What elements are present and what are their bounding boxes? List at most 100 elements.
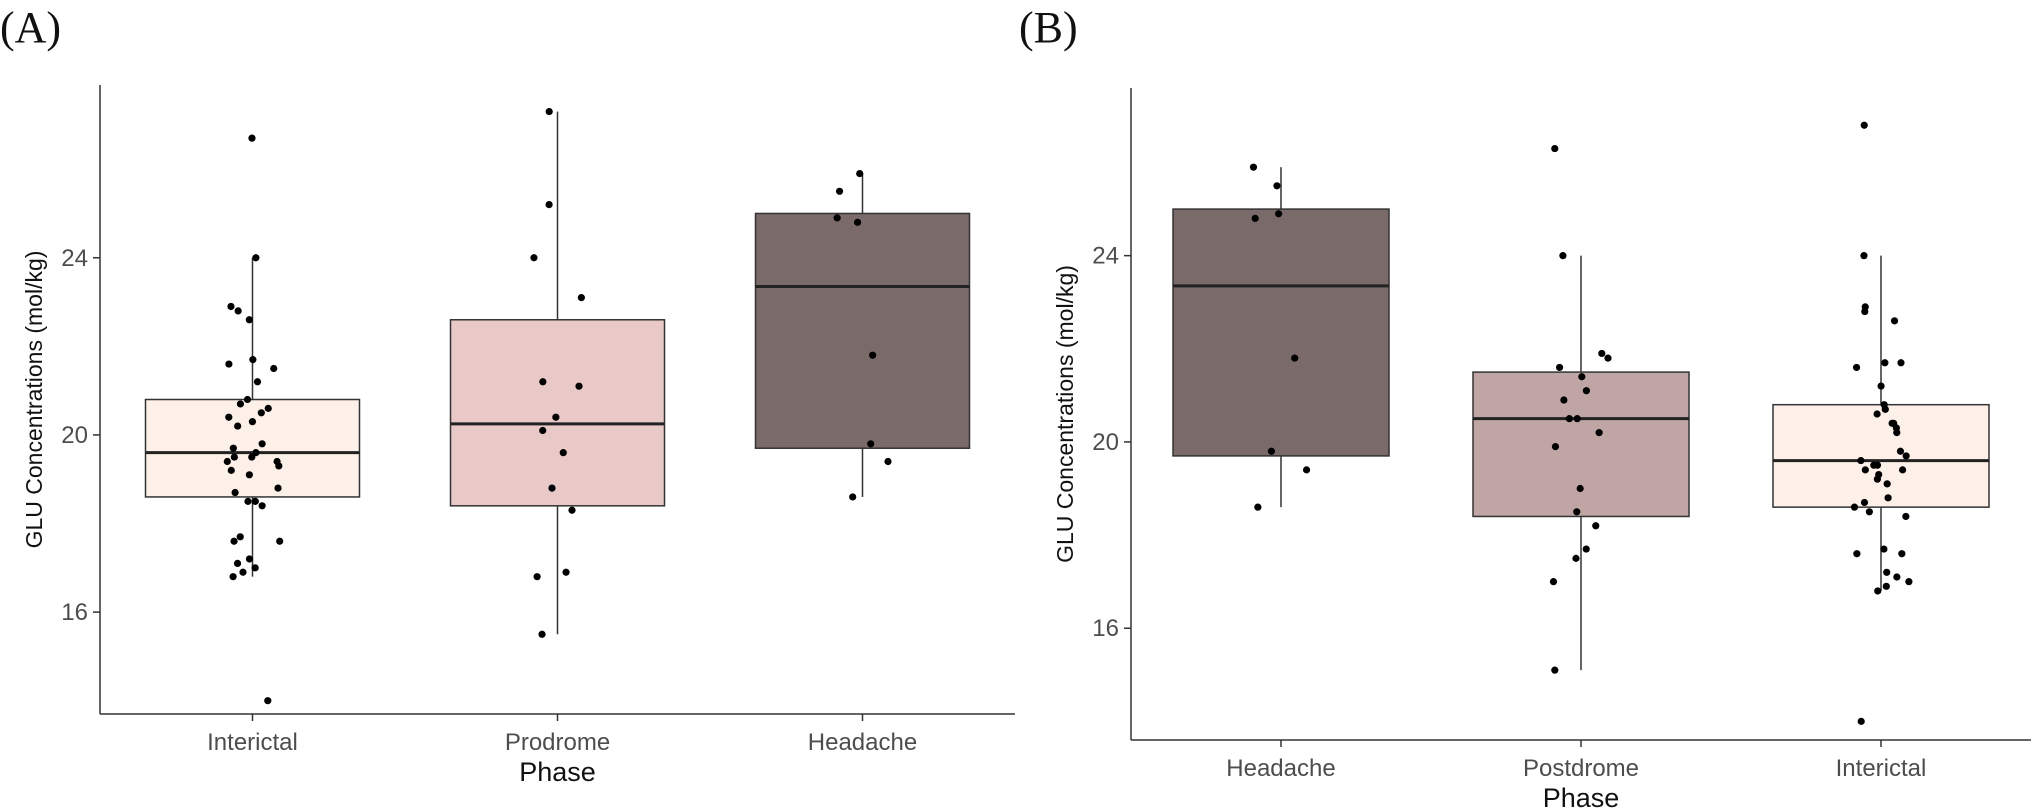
data-point (539, 426, 547, 435)
data-point (853, 218, 862, 226)
data-point (245, 316, 253, 324)
data-point (1852, 363, 1861, 372)
data-point (869, 351, 877, 359)
data-point (251, 564, 259, 572)
data-point (1883, 480, 1891, 488)
data-point (239, 568, 247, 576)
data-point (1880, 545, 1888, 553)
y-tick-label: 24 (61, 245, 88, 272)
data-point (884, 457, 892, 466)
x-axis-title: Phase (1543, 783, 1620, 812)
data-point (1251, 214, 1259, 222)
data-point (867, 440, 875, 448)
data-point (538, 630, 546, 638)
data-point (1873, 410, 1881, 418)
x-tick-label: Prodrome (505, 729, 610, 756)
data-point (1595, 429, 1603, 437)
data-point (1249, 163, 1258, 171)
data-point (835, 187, 844, 195)
data-point (252, 254, 260, 262)
y-tick-label: 24 (1092, 243, 1119, 270)
data-point (227, 302, 235, 311)
data-point (1881, 359, 1889, 367)
data-point (253, 378, 262, 386)
boxplot-chart-b: 16 20 24 Headache Postdrome Interictal Phase GL… (1052, 88, 2031, 812)
data-point (233, 559, 242, 567)
box-postdrome (1472, 371, 1690, 518)
data-point (1267, 447, 1276, 455)
y-tick-label: 16 (61, 599, 88, 626)
data-point (248, 134, 256, 142)
data-point (270, 364, 278, 373)
data-point (1559, 252, 1567, 260)
data-point (1549, 578, 1558, 586)
x-tick-label: Headache (1226, 755, 1335, 782)
data-point (1860, 498, 1869, 507)
boxplot-chart-a: 16 20 24 Interictal Prodrome Headache Phase GLU… (21, 85, 1015, 787)
data-point (1573, 508, 1581, 516)
x-tick-label: Interictal (1836, 755, 1927, 782)
data-point (1877, 382, 1885, 390)
data-point (856, 169, 864, 178)
data-point (1896, 447, 1905, 455)
data-point (258, 440, 266, 448)
x-axis-title: Phase (519, 757, 596, 787)
data-point (1853, 550, 1861, 558)
data-point (1861, 307, 1869, 316)
data-point (264, 697, 272, 705)
data-point (577, 294, 585, 302)
data-point (545, 200, 553, 209)
data-point (275, 462, 283, 470)
x-tick-label: Postdrome (1523, 755, 1639, 782)
data-point (559, 449, 567, 457)
data-point (849, 493, 857, 501)
data-point (276, 537, 284, 545)
data-point (1560, 396, 1568, 404)
data-point (227, 466, 235, 474)
data-point (533, 573, 541, 581)
y-axis-title: GLU Concentrations (mol/kg) (1052, 265, 1078, 563)
data-point (1850, 503, 1859, 511)
data-point (1578, 373, 1586, 381)
data-point (1573, 415, 1581, 423)
box-interictal (144, 398, 361, 498)
data-point (833, 214, 841, 222)
data-point (1898, 550, 1906, 558)
box-interictal (1772, 403, 1990, 508)
data-point (1551, 443, 1560, 451)
data-point (245, 555, 254, 563)
data-point (575, 382, 583, 390)
data-point (1897, 359, 1905, 367)
data-point (231, 488, 239, 497)
data-point (1576, 484, 1584, 493)
data-point (1275, 210, 1283, 218)
x-tick-label: Headache (808, 729, 917, 756)
data-point (1857, 456, 1865, 465)
data-point (539, 378, 547, 386)
panel-b: (B) 16 20 24 Headache Postdrome Interictal Pha… (1019, 0, 2038, 812)
box-headache (754, 212, 971, 449)
data-point (234, 422, 242, 430)
data-point (1899, 466, 1907, 474)
data-point (245, 471, 253, 479)
data-point (1870, 461, 1878, 469)
data-point (1884, 494, 1892, 502)
data-point (1582, 387, 1591, 395)
data-point (229, 573, 237, 581)
data-point (1860, 252, 1868, 260)
data-point (1893, 573, 1901, 581)
y-axis-title: GLU Concentrations (mol/kg) (21, 251, 47, 549)
data-point (225, 360, 233, 368)
data-point (1565, 415, 1573, 423)
data-point (552, 413, 560, 421)
data-point (568, 506, 576, 514)
data-point (248, 418, 257, 426)
data-point (230, 453, 238, 461)
data-point (258, 502, 266, 510)
data-point (1273, 182, 1281, 190)
data-point (1572, 554, 1580, 562)
data-point (274, 484, 282, 492)
box-prodrome (449, 319, 666, 507)
data-point (1902, 452, 1910, 460)
data-point (1902, 512, 1910, 521)
